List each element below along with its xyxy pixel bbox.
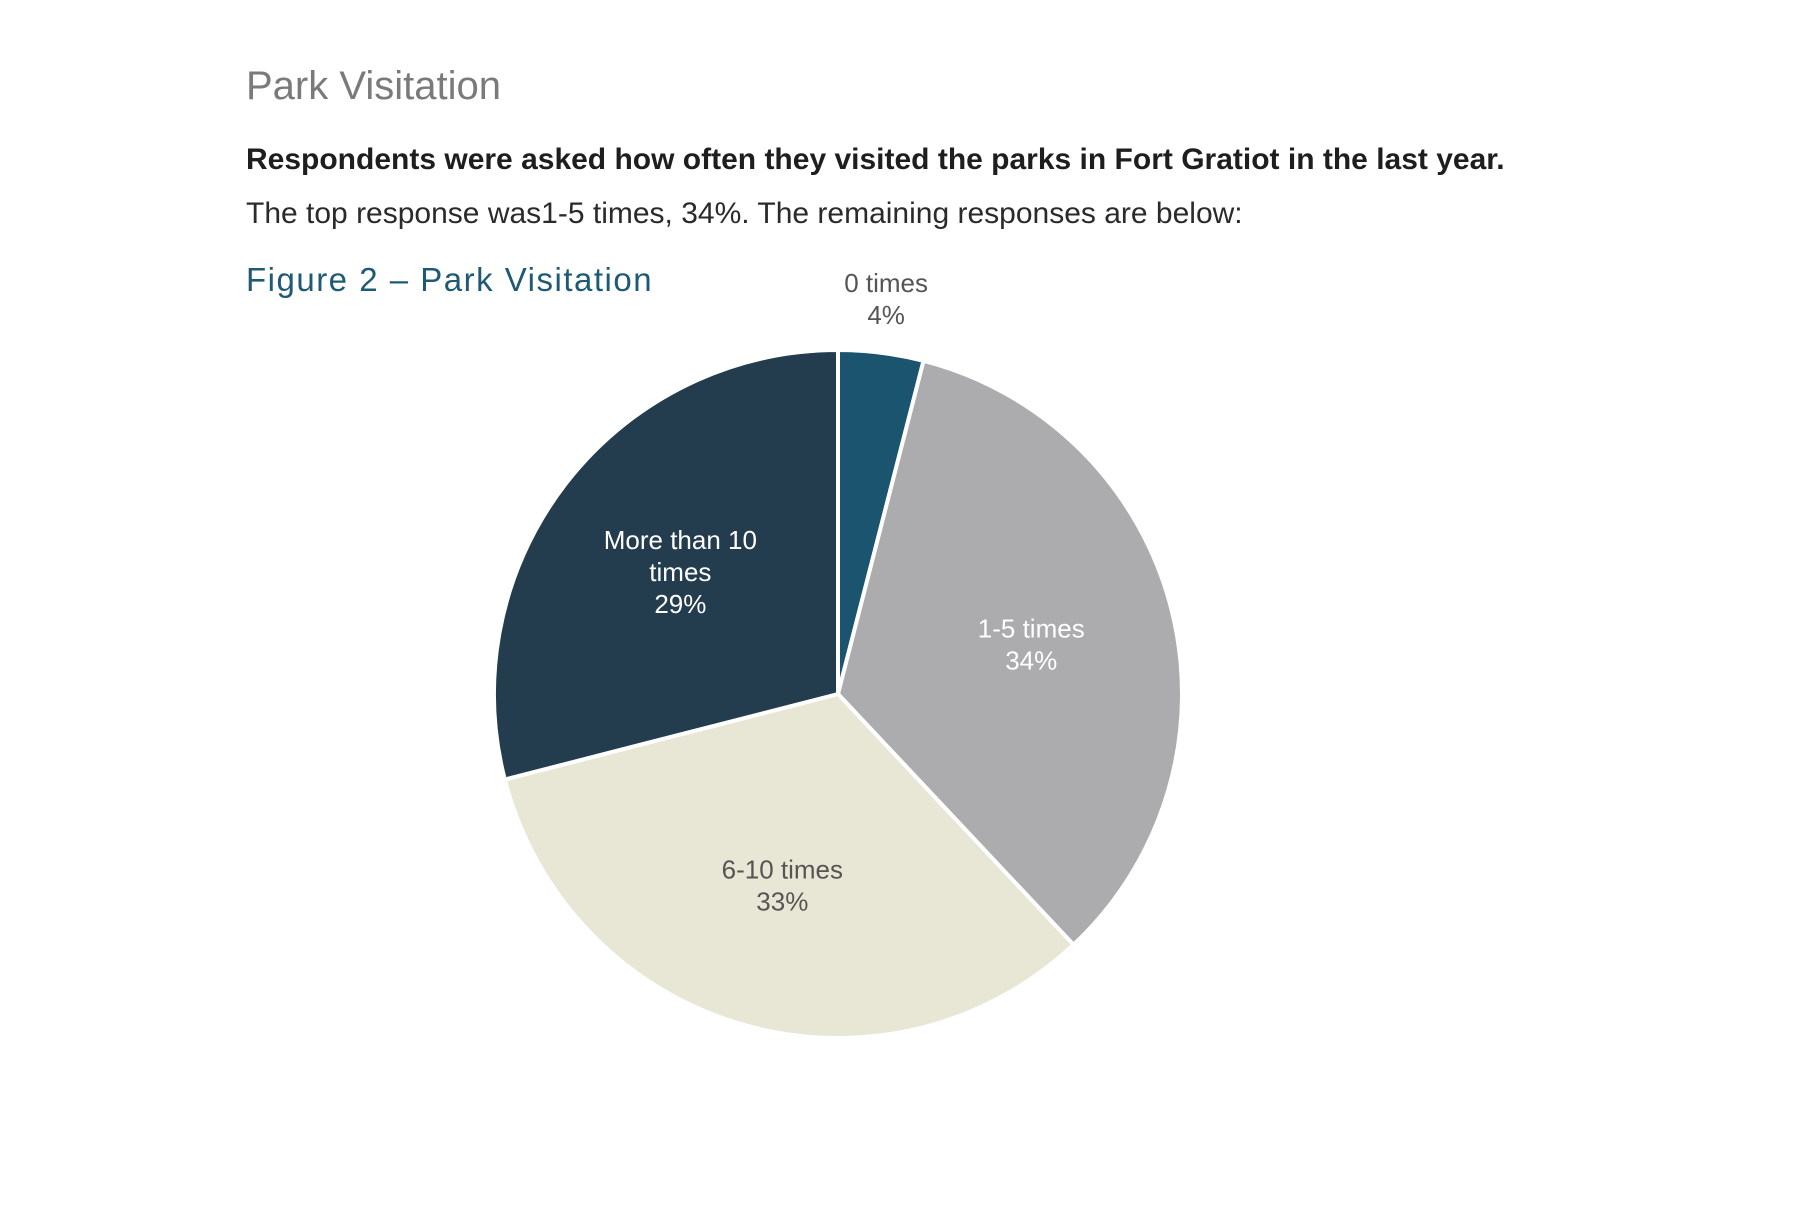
slice-value-label: 33% <box>756 887 808 917</box>
slice-category-label: 6-10 times <box>722 855 843 885</box>
survey-question: Respondents were asked how often they vi… <box>246 143 1505 176</box>
slice-value-label: 34% <box>1005 645 1057 675</box>
pie-slice-6-10-times <box>502 692 1076 1040</box>
section-heading: Park Visitation <box>246 64 501 108</box>
slice-category-label: 0 times <box>844 268 928 298</box>
slice-category-label: times <box>649 557 711 587</box>
slice-category-label: More than 10 <box>604 525 757 555</box>
slice-category-label: 1-5 times <box>978 613 1085 643</box>
pie-slice-1-5-times <box>836 358 1184 947</box>
summary-text: The top response was1-5 times, 34%. The … <box>246 197 1243 230</box>
figure-title: Figure 2 – Park Visitation <box>246 261 654 298</box>
pie-slice-more-than-10-times <box>492 348 840 782</box>
slice-value-label: 4% <box>867 300 905 330</box>
slice-value-label: 29% <box>654 589 706 619</box>
